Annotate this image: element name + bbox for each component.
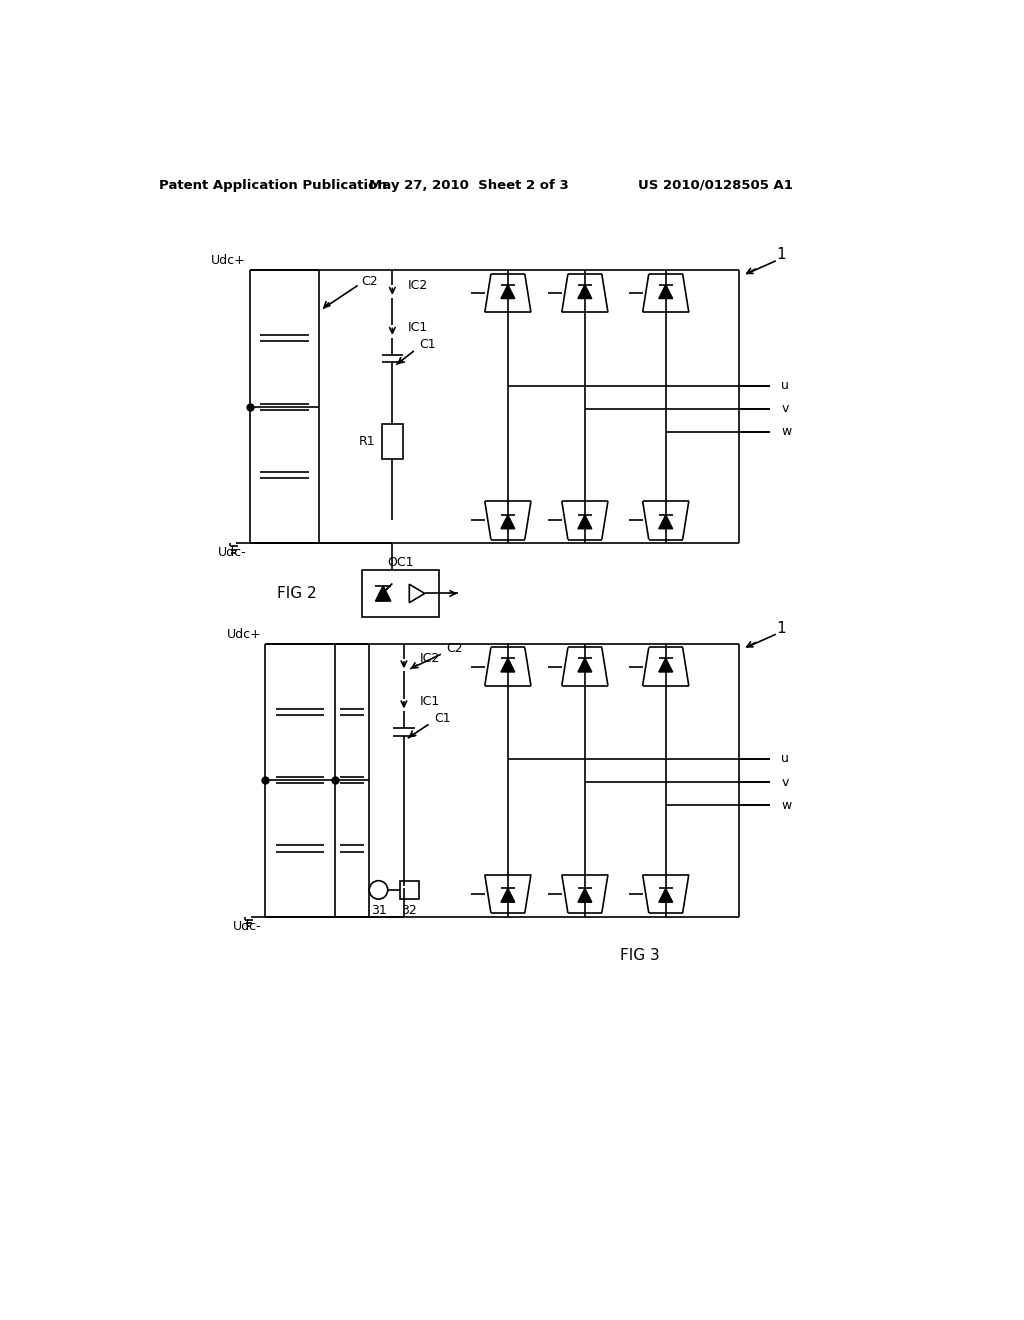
Text: u: u bbox=[781, 379, 790, 392]
Text: C1: C1 bbox=[435, 711, 452, 725]
Text: US 2010/0128505 A1: US 2010/0128505 A1 bbox=[638, 178, 794, 191]
Text: R1: R1 bbox=[358, 434, 376, 447]
Text: IC1: IC1 bbox=[419, 694, 439, 708]
Polygon shape bbox=[658, 659, 673, 672]
Text: FIG 3: FIG 3 bbox=[620, 948, 659, 962]
Text: w: w bbox=[781, 799, 792, 812]
Polygon shape bbox=[658, 515, 673, 529]
Polygon shape bbox=[658, 285, 673, 298]
Text: 1: 1 bbox=[776, 620, 786, 636]
Text: Udc-: Udc- bbox=[232, 920, 261, 933]
Polygon shape bbox=[410, 585, 425, 603]
Text: v: v bbox=[781, 403, 788, 416]
Text: 31: 31 bbox=[371, 904, 386, 917]
Text: IC1: IC1 bbox=[408, 321, 428, 334]
Text: Patent Application Publication: Patent Application Publication bbox=[159, 178, 387, 191]
Polygon shape bbox=[578, 659, 592, 672]
Text: 32: 32 bbox=[401, 904, 417, 917]
Bar bbox=[400, 880, 419, 899]
Bar bbox=[382, 424, 403, 459]
Text: C1: C1 bbox=[419, 338, 436, 351]
Text: Udc+: Udc+ bbox=[226, 628, 261, 640]
Bar bbox=[361, 570, 438, 616]
Polygon shape bbox=[501, 888, 515, 903]
Text: C2: C2 bbox=[446, 642, 463, 655]
Text: Udc+: Udc+ bbox=[211, 255, 246, 268]
Polygon shape bbox=[578, 515, 592, 529]
Text: Udc-: Udc- bbox=[217, 546, 246, 560]
Text: IC2: IC2 bbox=[419, 652, 439, 665]
Polygon shape bbox=[578, 888, 592, 903]
Polygon shape bbox=[658, 888, 673, 903]
Polygon shape bbox=[501, 659, 515, 672]
Text: C2: C2 bbox=[361, 275, 378, 288]
Polygon shape bbox=[376, 586, 391, 601]
Polygon shape bbox=[578, 285, 592, 298]
Polygon shape bbox=[501, 285, 515, 298]
Text: OC1: OC1 bbox=[387, 556, 414, 569]
Text: IC2: IC2 bbox=[408, 279, 428, 292]
Text: 1: 1 bbox=[776, 247, 786, 263]
Polygon shape bbox=[501, 515, 515, 529]
Text: u: u bbox=[781, 752, 790, 766]
Text: FIG 2: FIG 2 bbox=[276, 586, 316, 601]
Text: w: w bbox=[781, 425, 792, 438]
Text: v: v bbox=[781, 776, 788, 788]
Text: May 27, 2010  Sheet 2 of 3: May 27, 2010 Sheet 2 of 3 bbox=[370, 178, 569, 191]
